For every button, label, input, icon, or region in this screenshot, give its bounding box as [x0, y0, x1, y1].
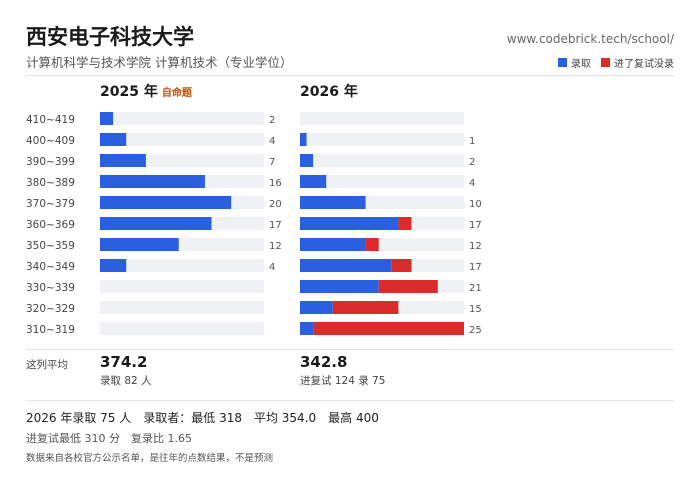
category-label: 350~359 [26, 240, 75, 252]
bar-admitted [300, 175, 327, 188]
bar-track [100, 112, 264, 125]
bar-track [100, 280, 264, 293]
bar-not-admitted [332, 301, 399, 314]
bar-track [300, 154, 464, 167]
legend-swatch-not-admitted [601, 58, 610, 67]
bar-admitted [100, 196, 232, 209]
data-label: 17 [469, 220, 482, 231]
bar-admitted [300, 238, 366, 251]
data-label: 21 [469, 283, 482, 294]
bar-track [100, 322, 264, 335]
panel-2026-year: 2026 年 [300, 84, 358, 100]
data-label: 10 [469, 199, 482, 210]
bar-admitted [100, 259, 127, 272]
site-url: www.codebrick.tech/school/ [506, 32, 674, 46]
panel-2025-year: 2025 年 [100, 84, 158, 100]
category-label: 390~399 [26, 156, 75, 168]
bar-admitted [300, 154, 314, 167]
panel-2026-heading: 2026 年 [300, 81, 358, 101]
header-divider [26, 75, 674, 76]
chart-area: 410~419 400~409 390~399 380~389 370~379 360~3… [26, 112, 482, 336]
category-label: 320~329 [26, 303, 75, 315]
bar-not-admitted [365, 238, 379, 251]
bar-admitted [300, 301, 333, 314]
average-2026-note: 进复试 124 录 75 [300, 375, 386, 387]
summary-line-2: 进复试最低 310 分 复录比 1.65 [26, 432, 192, 445]
bar-not-admitted [378, 280, 438, 293]
bar-admitted [100, 112, 114, 125]
data-label: 4 [469, 178, 475, 189]
data-label: 2 [469, 157, 475, 168]
bar-admitted [100, 217, 212, 230]
data-label: 7 [269, 157, 275, 168]
summary-line-1: 2026 年录取 75 人 录取者：最低 318 平均 354.0 最高 400 [26, 411, 379, 425]
bar-admitted [300, 196, 366, 209]
bar-admitted [100, 133, 127, 146]
bar-admitted [100, 175, 205, 188]
bar-track [100, 133, 264, 146]
average-2026-value: 342.8 [300, 353, 348, 371]
bar-admitted [100, 154, 146, 167]
data-label: 15 [469, 304, 482, 315]
bar-track [300, 175, 464, 188]
bar-track [100, 259, 264, 272]
panel-2025-tag: 自命题 [161, 88, 192, 99]
category-label: 340~349 [26, 261, 75, 273]
category-label: 400~409 [26, 135, 75, 147]
panel-2025-heading: 2025 年自命题 [100, 81, 192, 101]
data-label: 16 [269, 178, 282, 189]
category-label: 370~379 [26, 198, 75, 210]
data-label: 12 [469, 241, 482, 252]
bar-admitted [300, 259, 392, 272]
data-label: 17 [269, 220, 282, 231]
legend-swatch-admitted [558, 58, 567, 67]
data-label: 17 [469, 262, 482, 273]
bar-admitted [300, 133, 307, 146]
bar-admitted [300, 217, 399, 230]
legend-item-not-admitted: 进了复试没录 [601, 55, 674, 70]
bar-track [300, 112, 464, 125]
average-row-label: 这列平均 [26, 359, 68, 371]
average-2025-value: 374.2 [100, 353, 148, 371]
bar-admitted [100, 238, 179, 251]
summary-divider [26, 400, 674, 401]
bar-not-admitted [398, 217, 412, 230]
category-label: 360~369 [26, 219, 75, 231]
bar-track [100, 301, 264, 314]
page-subtitle: 计算机科学与技术学院 计算机技术（专业学位） [26, 55, 293, 70]
legend: 录取 进了复试没录 [558, 55, 674, 70]
category-label: 330~339 [26, 282, 75, 294]
bar-not-admitted [391, 259, 412, 272]
legend-label-not-admitted: 进了复试没录 [614, 59, 674, 70]
category-label: 380~389 [26, 177, 75, 189]
bar-not-admitted [313, 322, 464, 335]
average-2025-note: 录取 82 人 [100, 375, 152, 387]
category-label: 410~419 [26, 114, 75, 126]
data-label: 2 [269, 115, 275, 126]
legend-item-admitted: 录取 [558, 55, 591, 70]
data-label: 12 [269, 241, 282, 252]
page-title: 西安电子科技大学 [26, 25, 194, 49]
data-label: 20 [269, 199, 282, 210]
data-label: 25 [469, 325, 482, 336]
data-label: 4 [269, 262, 275, 273]
average-divider [26, 349, 674, 350]
category-label: 310~319 [26, 324, 75, 336]
bar-admitted [300, 322, 314, 335]
bar-track [300, 133, 464, 146]
data-label: 1 [469, 136, 475, 147]
data-label: 4 [269, 136, 275, 147]
legend-label-admitted: 录取 [571, 59, 591, 70]
bar-admitted [300, 280, 379, 293]
summary-line-3: 数据来自各校官方公示名单，是往年的点数结果，不是预测 [26, 453, 274, 464]
